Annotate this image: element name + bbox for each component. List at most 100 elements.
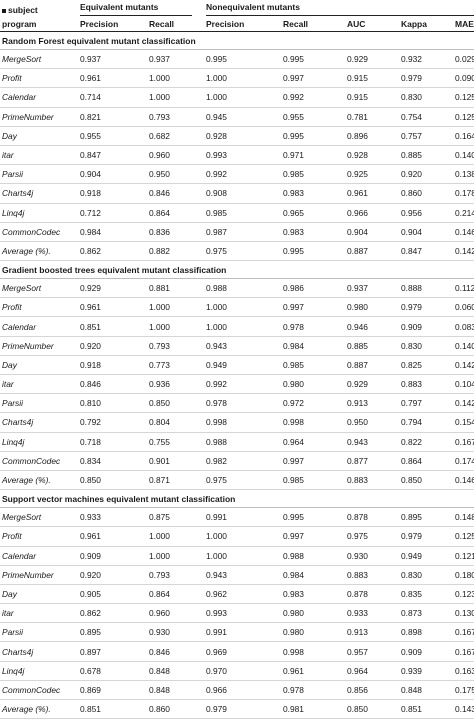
table-cell: 0.943 [206, 569, 227, 580]
table-cell: 0.864 [401, 455, 422, 466]
table-cell: 0.979 [206, 704, 227, 715]
table-cell: 0.937 [347, 283, 368, 294]
table-row: Calendar 0.714 1.000 1.000 0.992 0.915 0.830 0.… [0, 88, 474, 108]
table-cell: 0.163 [455, 665, 474, 676]
table-cell: 0.885 [347, 340, 368, 351]
column-header: MAE [455, 18, 474, 29]
table-cell: 0.214 [455, 207, 474, 218]
table-row: Charts4j 0.897 0.846 0.969 0.998 0.957 0.909 0.… [0, 642, 474, 662]
header-marker-icon [2, 8, 6, 13]
table-cell: 0.148 [455, 512, 474, 523]
program-name: PrimeNumber [2, 340, 54, 351]
table-cell: 0.980 [283, 608, 304, 619]
table-cell: 0.966 [347, 207, 368, 218]
column-header: Recall [149, 18, 175, 29]
table-row: Linq4j 0.678 0.848 0.970 0.961 0.964 0.939 0.16… [0, 662, 474, 681]
program-name: Profit [2, 73, 22, 84]
table-cell: 0.961 [80, 531, 101, 542]
program-name: Charts4j [2, 417, 34, 428]
table-cell: 0.848 [401, 684, 422, 695]
table-cell: 0.995 [206, 54, 227, 65]
table-cell: 1.000 [206, 321, 227, 332]
table-row: Profit 0.961 1.000 1.000 0.997 0.915 0.979 0.09… [0, 69, 474, 89]
table-cell: 0.972 [283, 398, 304, 409]
table-row: Charts4j 0.918 0.846 0.908 0.983 0.961 0.860 0.… [0, 184, 474, 204]
table-cell: 0.943 [347, 436, 368, 447]
table-cell: 0.142 [455, 398, 474, 409]
table-cell: 0.992 [206, 169, 227, 180]
table-cell: 0.104 [455, 379, 474, 390]
table-cell: 0.979 [401, 302, 422, 313]
table-cell: 0.961 [80, 73, 101, 84]
section-title: Gradient boosted trees equivalent mutant… [2, 264, 227, 275]
table-cell: 0.945 [206, 111, 227, 122]
table-cell: 0.986 [283, 283, 304, 294]
table-cell: 0.920 [80, 569, 101, 580]
table-cell: 0.882 [149, 245, 170, 256]
table-cell: 0.860 [401, 188, 422, 199]
table-cell: 0.995 [283, 512, 304, 523]
table-cell: 0.822 [401, 436, 422, 447]
table-cell: 0.875 [149, 512, 170, 523]
table-cell: 0.955 [80, 130, 101, 141]
table-cell: 0.712 [80, 207, 101, 218]
table-cell: 0.992 [206, 379, 227, 390]
table-cell: 0.909 [401, 646, 422, 657]
program-name: itar [2, 150, 14, 161]
table-cell: 0.998 [283, 646, 304, 657]
table-row: Linq4j 0.712 0.864 0.985 0.965 0.966 0.956 0.21… [0, 204, 474, 223]
table-cell: 0.913 [347, 398, 368, 409]
table-cell: 0.142 [455, 245, 474, 256]
table-cell: 0.988 [206, 283, 227, 294]
table-cell: 0.846 [80, 379, 101, 390]
table-cell: 0.993 [206, 608, 227, 619]
table-cell: 0.898 [401, 627, 422, 638]
table-row: Calendar 0.909 1.000 1.000 0.988 0.930 0.949 0.… [0, 547, 474, 566]
table-cell: 0.962 [206, 588, 227, 599]
table-cell: 0.984 [80, 226, 101, 237]
table-cell: 0.915 [347, 92, 368, 103]
program-name: MergeSort [2, 512, 42, 523]
table-cell: 0.851 [80, 321, 101, 332]
table-cell: 0.997 [283, 73, 304, 84]
table-cell: 0.862 [80, 608, 101, 619]
table-cell: 0.970 [206, 665, 227, 676]
table-cell: 0.825 [401, 359, 422, 370]
equivalent-mutants-group: Equivalent mutants [80, 2, 159, 12]
table-cell: 0.925 [347, 169, 368, 180]
table-cell: 0.961 [347, 188, 368, 199]
program-name: Day [2, 588, 17, 599]
table-cell: 0.980 [283, 627, 304, 638]
table-cell: 0.995 [283, 54, 304, 65]
table-cell: 0.988 [283, 550, 304, 561]
column-header: AUC [347, 18, 366, 29]
table-cell: 1.000 [206, 92, 227, 103]
table-cell: 0.140 [455, 340, 474, 351]
table-cell: 0.792 [80, 417, 101, 428]
table-row: MergeSort 0.937 0.937 0.995 0.995 0.929 0.932 0… [0, 50, 474, 70]
table-cell: 0.834 [80, 455, 101, 466]
table-cell: 0.174 [455, 455, 474, 466]
table-cell: 0.909 [401, 321, 422, 332]
table-cell: 0.847 [401, 245, 422, 256]
table-cell: 0.146 [455, 475, 474, 486]
table-cell: 0.851 [401, 704, 422, 715]
table-cell: 0.850 [347, 704, 368, 715]
program-name: Day [2, 130, 17, 141]
table-cell: 1.000 [206, 531, 227, 542]
program-name: CommonCodec [2, 684, 61, 695]
table-cell: 0.984 [283, 569, 304, 580]
table-cell: 0.987 [206, 226, 227, 237]
table-cell: 0.848 [149, 684, 170, 695]
table-cell: 0.180 [455, 569, 474, 580]
table-cell: 0.140 [455, 150, 474, 161]
table-cell: 0.933 [80, 512, 101, 523]
table-cell: 0.937 [149, 54, 170, 65]
table-cell: 0.961 [283, 665, 304, 676]
table-cell: 0.864 [149, 588, 170, 599]
table-cell: 0.930 [347, 550, 368, 561]
table-cell: 0.997 [283, 302, 304, 313]
table-row: Profit 0.961 1.000 1.000 0.997 0.980 0.979 0.06… [0, 298, 474, 318]
program-name: MergeSort [2, 54, 42, 65]
group-divider [206, 15, 474, 16]
